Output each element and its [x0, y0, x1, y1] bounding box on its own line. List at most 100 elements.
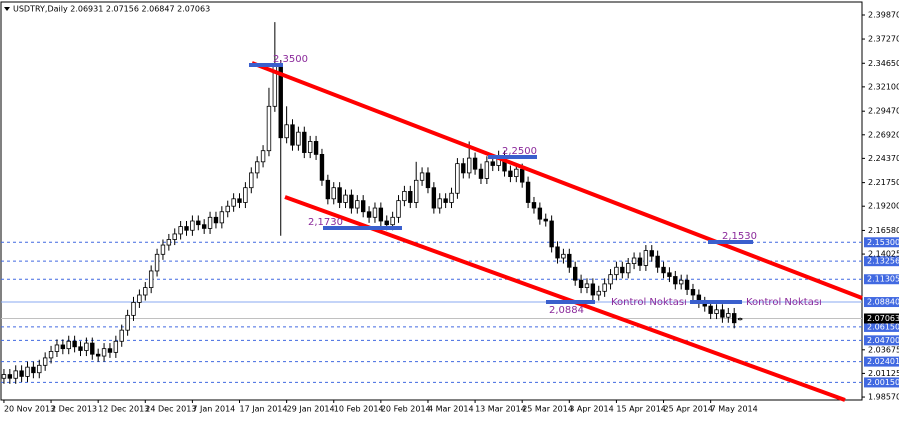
level-label: 2.13256 [867, 257, 899, 266]
candle-body [337, 187, 342, 203]
x-tick-label: 7 Jan 2014 [192, 405, 235, 414]
level-label: 2.04700 [867, 336, 899, 345]
level-label: 2.11305 [867, 275, 899, 284]
x-tick-label: 13 Mar 2014 [475, 405, 526, 414]
candle-body [655, 255, 660, 268]
candle-body [372, 207, 378, 218]
x-tick-label: 12 Dec 2013 [98, 405, 149, 414]
level-label-box [864, 274, 899, 285]
candle-body [472, 157, 478, 170]
chart-title: USDTRY,Daily 2.06931 2.07156 2.06847 2.0… [13, 5, 210, 14]
candle-body [331, 187, 336, 200]
candle-body [90, 342, 95, 355]
x-tick-label: 25 Mar 2014 [522, 405, 573, 414]
candle-body [343, 194, 348, 203]
candle-body [113, 340, 119, 353]
candle-body [101, 348, 107, 357]
level-label: 2.06150 [867, 322, 899, 331]
candle-body [160, 244, 166, 255]
candle-body [431, 187, 437, 209]
x-tick-label: 20 Nov 2013 [4, 405, 55, 414]
candle-body [254, 161, 260, 174]
x-tick-label: 20 Feb 2014 [381, 405, 431, 414]
candle-body [201, 224, 207, 229]
candle-body [572, 266, 578, 281]
candle-body [25, 366, 30, 377]
title-icon [4, 7, 10, 11]
candle-body [408, 190, 413, 203]
candle-body [637, 257, 643, 266]
candle-body [732, 313, 737, 324]
candle-body [48, 351, 54, 359]
candle-body [726, 313, 731, 318]
candle-body [125, 314, 130, 331]
candle-body [378, 207, 384, 222]
y-tick-label: 2.37270 [868, 35, 899, 44]
candle-body [249, 172, 254, 189]
candle-body [490, 161, 495, 166]
x-tick-label: 17 Jan 2014 [240, 405, 288, 414]
level-label: 2.15300 [867, 238, 899, 247]
y-tick-label: 2.32100 [868, 82, 899, 91]
markers [249, 63, 753, 304]
level-label-box [864, 297, 899, 308]
candle-body [296, 131, 301, 146]
candle-body [19, 370, 24, 377]
candle-body [537, 207, 543, 220]
y-tick-label: 2.03675 [868, 345, 899, 354]
y-tick-label: 1.98570 [868, 393, 899, 402]
level-label: 2.00150 [867, 378, 899, 387]
candle-body [225, 205, 230, 213]
candle-body [390, 216, 395, 226]
candle-body [313, 141, 319, 155]
candle-body [466, 157, 472, 174]
candle-body [190, 220, 195, 231]
candle-body [266, 105, 272, 152]
level-label-box [864, 237, 899, 248]
x-tick-label: 4 Mar 2014 [428, 405, 474, 414]
candle-body [608, 274, 613, 285]
candle-body [561, 253, 566, 259]
candle-body [531, 202, 537, 209]
candle-body [649, 250, 654, 257]
candle-body [366, 211, 372, 218]
candle-body [437, 198, 442, 209]
candle-body [355, 200, 360, 209]
candle-body [119, 329, 124, 342]
candle-body [661, 266, 666, 274]
candle-body [614, 266, 619, 276]
x-tick-label: 25 Apr 2014 [664, 405, 713, 414]
candle-body [590, 283, 596, 296]
candle-body [455, 163, 460, 194]
candle-body [525, 181, 531, 203]
y-tick-label: 2.19200 [868, 202, 899, 211]
candle-body [396, 200, 401, 218]
candle-body [643, 250, 649, 266]
candle-body [578, 279, 584, 289]
candle-body [154, 253, 160, 272]
candle-body [95, 353, 101, 357]
candle-body [131, 302, 136, 316]
candle-body [461, 163, 466, 174]
candle-body [555, 246, 560, 259]
candle-body [172, 233, 177, 240]
candle-body [178, 226, 183, 235]
candle-body [584, 283, 590, 289]
candle-body [31, 366, 36, 374]
y-tick-label: 2.21750 [868, 178, 899, 187]
candle-body [631, 257, 637, 264]
candle-body [243, 187, 248, 203]
candle-body [384, 220, 389, 226]
y-tick-label: 2.16580 [868, 226, 899, 235]
x-tick-label: 24 Dec 2013 [145, 405, 196, 414]
candle-body [107, 348, 113, 353]
plot-frame [0, 1, 863, 401]
candle-body [425, 172, 431, 189]
candle-body [54, 344, 60, 352]
candle-body [567, 253, 572, 268]
candle-body [66, 340, 71, 350]
candle-body [284, 124, 289, 139]
y-tick-label: 2.39870 [868, 10, 899, 19]
x-tick-label: 2 Dec 2013 [51, 405, 97, 414]
